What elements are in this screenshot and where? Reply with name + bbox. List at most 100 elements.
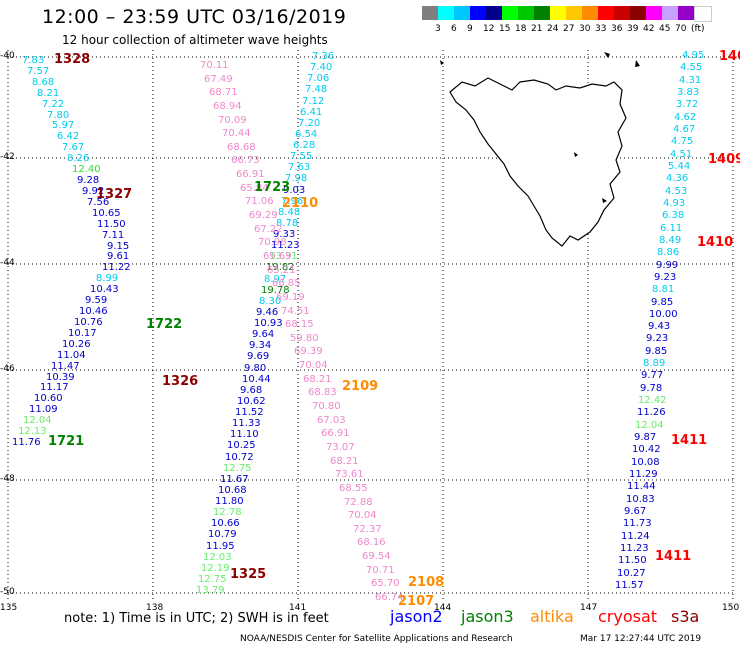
- wave-height-value: 68.83: [308, 387, 337, 398]
- wave-height-value: 9.15: [107, 241, 130, 252]
- wave-height-value: 7.67: [62, 142, 85, 153]
- color-scale-label: 33: [595, 24, 607, 34]
- wave-height-value: 72.88: [344, 497, 373, 508]
- color-scale-label: 3: [435, 24, 441, 34]
- wave-height-value: 66.85: [272, 278, 301, 289]
- lon-label: 150: [722, 603, 740, 613]
- wave-height-value: 13.31: [269, 251, 298, 262]
- color-scale-label: 24: [547, 24, 559, 34]
- satellite-legend-altika: altika: [530, 607, 574, 626]
- wave-height-value: 74.51: [281, 306, 310, 317]
- wave-height-value: 11.22: [102, 262, 131, 273]
- lon-label: 138: [146, 603, 164, 613]
- wave-height-value: 73.61: [335, 469, 364, 480]
- pass-time-label: 2110: [282, 196, 319, 211]
- island-mark: [574, 152, 578, 157]
- wave-height-value: 7.56: [87, 197, 110, 208]
- pass-time-label: 1325: [230, 567, 267, 582]
- wave-height-value: 13.79: [196, 585, 225, 596]
- color-swatch: [550, 6, 566, 20]
- satellite-legend-jason3: jason3: [461, 607, 514, 626]
- satellite-legend-s3a: s3a: [671, 607, 700, 626]
- color-scale-label: 30: [579, 24, 591, 34]
- wave-height-value: 10.79: [208, 529, 237, 540]
- wave-height-value: 11.23: [620, 543, 649, 554]
- wave-height-value: 9.28: [77, 175, 100, 186]
- satellite-legend-cryosat: cryosat: [598, 607, 658, 626]
- wave-height-value: 6.28: [293, 140, 316, 151]
- wave-height-value: 4.95: [682, 50, 705, 61]
- island-mark: [602, 198, 607, 203]
- color-swatch: [422, 6, 438, 20]
- pass-time-label: 1326: [162, 374, 199, 389]
- wave-height-value: 7.20: [298, 118, 321, 129]
- wave-height-value: 11.52: [235, 407, 264, 418]
- wave-height-value: 7.80: [47, 110, 70, 121]
- wave-height-value: 10.93: [254, 318, 283, 329]
- wave-height-value: 9.61: [107, 251, 130, 262]
- pass-time-label: 140: [719, 49, 740, 64]
- wave-height-value: 70.04: [299, 360, 328, 371]
- page-subtitle: 12 hour collection of altimeter wave hei…: [62, 33, 328, 47]
- wave-height-value: 7.11: [102, 230, 125, 241]
- wave-height-value: 11.57: [615, 580, 644, 591]
- color-scale-labels: 3 6 9 12 15 18 21 24 27 30 33 36 39 42 45 70 (ft): [422, 22, 712, 36]
- wave-height-value: 68.15: [285, 319, 314, 330]
- lon-label: 144: [434, 603, 452, 613]
- wave-height-value: 70.98: [258, 237, 287, 248]
- pass-time-label: 1409: [708, 152, 740, 167]
- wave-height-value: 11.47: [51, 361, 80, 372]
- wave-height-value: 6.54: [295, 129, 318, 140]
- wave-height-value: 11.09: [29, 404, 58, 415]
- wave-height-value: 10.46: [79, 306, 108, 317]
- wave-height-value: 73.07: [326, 442, 355, 453]
- lat-label: -46: [0, 364, 15, 374]
- color-swatch: [630, 6, 646, 20]
- wave-height-value: 10.08: [631, 457, 660, 468]
- wave-height-value: 9.33: [273, 229, 296, 240]
- wave-height-value: 6.11: [660, 223, 683, 234]
- wave-height-value: 8.68: [32, 77, 55, 88]
- color-scale-label: 15: [499, 24, 511, 34]
- wave-height-value: 8.49: [659, 235, 682, 246]
- color-scale-label: 18: [515, 24, 527, 34]
- pass-time-label: 1328: [54, 52, 91, 67]
- wave-height-value: 9.85: [645, 346, 668, 357]
- wave-height-value: 8.21: [37, 88, 60, 99]
- footer-credit: NOAA/NESDIS Center for Satellite Applica…: [240, 634, 513, 644]
- wave-height-value: 11.33: [232, 418, 261, 429]
- wave-height-value: 7.55: [290, 151, 313, 162]
- wave-height-value: 3.72: [676, 99, 699, 110]
- wave-height-value: 3.83: [677, 87, 700, 98]
- wave-height-value: 11.29: [629, 469, 658, 480]
- wave-height-value: 4.62: [674, 112, 697, 123]
- color-swatch: [486, 6, 502, 20]
- pass-time-label: 1721: [48, 434, 85, 449]
- color-scale-swatches: [422, 6, 712, 22]
- color-scale-label: 6: [451, 24, 457, 34]
- island-mark: [440, 60, 444, 65]
- lat-label: -42: [0, 152, 15, 162]
- wave-height-value: 11.67: [220, 474, 249, 485]
- wave-height-value: 69.54: [362, 551, 391, 562]
- wave-height-value: 12.40: [72, 164, 101, 175]
- wave-height-value: 4.93: [663, 198, 686, 209]
- wave-height-value: 4.36: [666, 173, 689, 184]
- wave-height-value: 66.74: [375, 592, 404, 603]
- wave-height-value: 4.75: [671, 136, 694, 147]
- wave-height-value: 68.55: [339, 483, 368, 494]
- lat-label: -48: [0, 474, 15, 484]
- color-swatch: [470, 6, 486, 20]
- color-scale-label: 36: [611, 24, 623, 34]
- wave-height-value: 8.81: [652, 284, 675, 295]
- color-swatch: [694, 6, 712, 22]
- wave-height-value: 59.80: [290, 333, 319, 344]
- color-swatch: [678, 6, 694, 20]
- wave-height-value: 7.12: [302, 96, 325, 107]
- wave-height-value: 12.04: [23, 415, 52, 426]
- wave-height-value: 9.64: [252, 329, 275, 340]
- lat-label: -50: [0, 587, 15, 597]
- pass-time-label: 1410: [697, 235, 734, 250]
- wave-height-value: 12.13: [18, 426, 47, 437]
- color-scale-legend: 3 6 9 12 15 18 21 24 27 30 33 36 39 42 45 70 (ft): [422, 6, 712, 36]
